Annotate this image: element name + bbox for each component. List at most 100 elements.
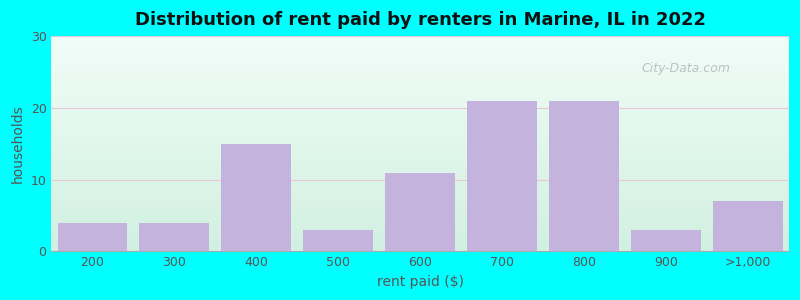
Bar — [51, 84, 789, 85]
Bar — [51, 225, 789, 226]
Bar — [51, 57, 789, 58]
Bar — [51, 183, 789, 184]
Bar — [51, 56, 789, 57]
Bar — [222, 144, 291, 251]
Bar — [51, 99, 789, 100]
Bar — [51, 206, 789, 207]
Bar — [51, 209, 789, 211]
Bar — [51, 184, 789, 185]
Bar — [51, 137, 789, 139]
Bar — [51, 220, 789, 221]
Bar — [51, 147, 789, 148]
Bar — [51, 228, 789, 229]
Bar — [51, 123, 789, 124]
Bar — [51, 66, 789, 68]
Bar — [51, 89, 789, 90]
Bar — [51, 154, 789, 156]
Bar — [713, 201, 782, 251]
Bar — [51, 90, 789, 91]
Bar — [51, 142, 789, 143]
Bar — [51, 226, 789, 227]
Bar — [51, 248, 789, 249]
Bar — [51, 100, 789, 101]
Bar — [51, 114, 789, 115]
Bar — [51, 207, 789, 208]
Bar — [51, 204, 789, 205]
X-axis label: rent paid ($): rent paid ($) — [377, 275, 464, 289]
Bar — [51, 201, 789, 202]
Bar — [51, 92, 789, 93]
Bar — [51, 243, 789, 244]
Bar — [386, 172, 455, 251]
Bar — [51, 221, 789, 222]
Bar — [51, 242, 789, 243]
Bar — [51, 104, 789, 105]
Bar — [51, 75, 789, 76]
Bar — [51, 229, 789, 230]
Bar — [222, 144, 291, 251]
Bar — [51, 85, 789, 86]
Bar — [51, 115, 789, 116]
Bar — [51, 36, 789, 37]
Bar — [51, 73, 789, 74]
Bar — [51, 105, 789, 106]
Bar — [51, 65, 789, 66]
Bar — [51, 93, 789, 94]
Bar — [51, 247, 789, 248]
Bar — [51, 131, 789, 132]
Bar — [51, 55, 789, 56]
Bar — [51, 79, 789, 80]
Bar — [51, 78, 789, 79]
Bar — [51, 227, 789, 228]
Bar — [51, 60, 789, 61]
Bar — [386, 172, 455, 251]
Bar — [51, 120, 789, 121]
Bar — [51, 110, 789, 112]
Bar — [51, 241, 789, 242]
Bar — [51, 44, 789, 45]
Bar — [51, 116, 789, 117]
Bar — [51, 88, 789, 89]
Bar — [51, 158, 789, 159]
Bar — [51, 148, 789, 149]
Bar — [51, 43, 789, 44]
Bar — [51, 219, 789, 220]
Bar — [51, 178, 789, 179]
Bar — [51, 61, 789, 62]
Bar — [51, 205, 789, 206]
Bar — [51, 199, 789, 200]
Bar — [51, 58, 789, 59]
Bar — [51, 172, 789, 173]
Bar — [58, 223, 127, 251]
Bar — [713, 201, 782, 251]
Bar — [51, 145, 789, 146]
Bar — [51, 191, 789, 192]
Bar — [51, 249, 789, 250]
Bar — [51, 141, 789, 142]
Bar — [51, 86, 789, 87]
Bar — [51, 117, 789, 118]
Bar — [51, 230, 789, 231]
Bar — [51, 224, 789, 225]
Bar — [51, 156, 789, 157]
Bar — [51, 37, 789, 38]
Bar — [51, 118, 789, 119]
Bar — [51, 163, 789, 164]
Bar — [51, 47, 789, 48]
Bar — [51, 91, 789, 92]
Bar — [51, 132, 789, 133]
Bar — [51, 68, 789, 70]
Bar — [51, 250, 789, 251]
Bar — [51, 95, 789, 97]
Bar — [51, 188, 789, 189]
Bar — [51, 98, 789, 99]
Bar — [51, 190, 789, 191]
Bar — [51, 130, 789, 131]
Bar — [51, 134, 789, 135]
Bar — [51, 200, 789, 201]
Bar — [51, 121, 789, 122]
Bar — [51, 180, 789, 181]
Bar — [139, 223, 209, 251]
Bar — [51, 81, 789, 83]
Bar — [51, 127, 789, 128]
